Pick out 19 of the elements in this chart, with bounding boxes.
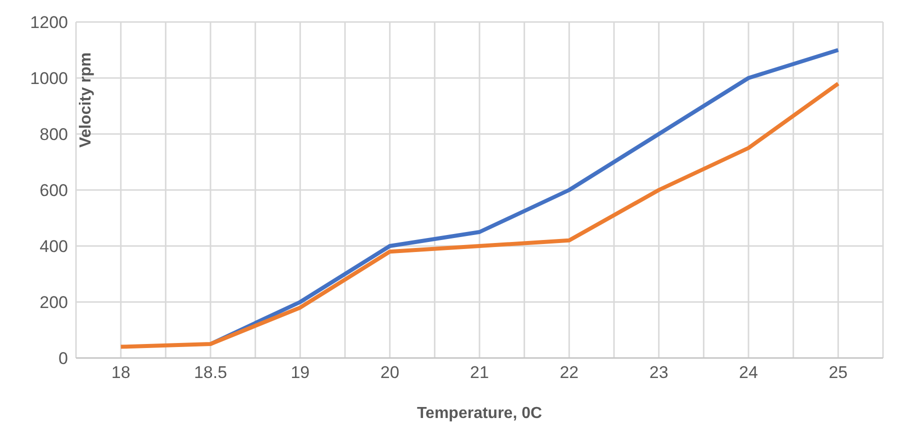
y-tick-label: 400 [40,237,68,256]
x-tick-label: 25 [828,363,848,382]
x-tick-label: 24 [739,363,758,382]
x-tick-label: 22 [560,363,579,382]
x-tick-label: 18.5 [194,363,228,382]
y-tick-label: 1200 [30,13,68,32]
x-tick-label: 20 [380,363,400,382]
line-series [118,82,840,349]
x-tick-label: 21 [470,363,489,382]
y-tick-label: 1000 [30,69,68,88]
y-tick-label: 600 [40,181,68,200]
x-tick-label: 19 [290,363,310,382]
y-tick-label: 800 [40,125,68,144]
x-axis-title: Temperature, 0C [416,405,542,422]
y-axis-title: Velocity rpm [78,52,95,148]
y-tick-label: 200 [40,293,68,312]
x-tick-label: 23 [649,363,668,382]
x-tick-label: 18 [111,363,130,382]
y-tick-label: 0 [58,349,68,368]
